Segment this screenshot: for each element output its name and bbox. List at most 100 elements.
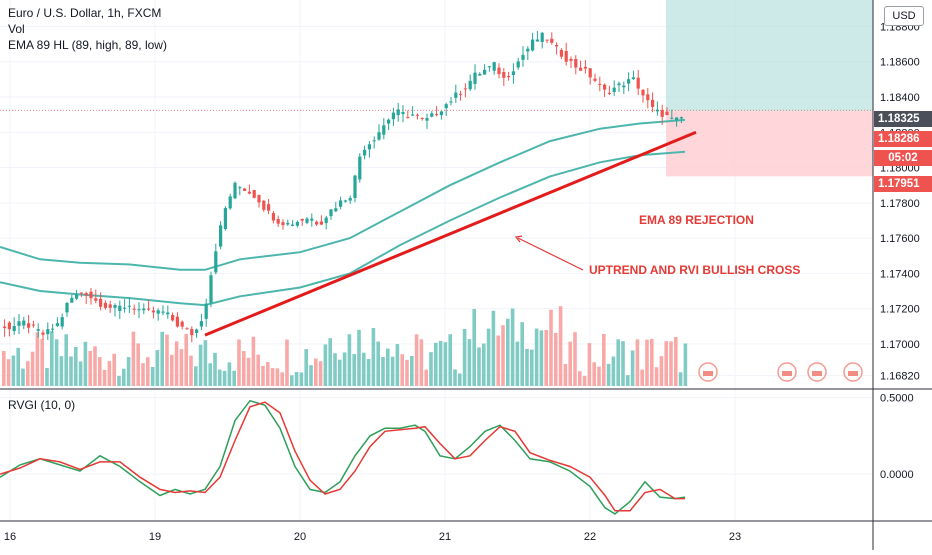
candle-body xyxy=(228,196,232,209)
volume-bar xyxy=(174,341,179,386)
candle-body xyxy=(70,297,74,303)
price-tick-label: 1.18600 xyxy=(880,57,920,69)
rvgi-title[interactable]: RVGI (10, 0) xyxy=(8,398,75,412)
candle-body xyxy=(247,191,251,194)
time-tick-label: 23 xyxy=(729,531,741,543)
volume-bar xyxy=(390,356,395,386)
candle-body xyxy=(156,310,160,314)
currency-badge[interactable]: USD xyxy=(884,6,924,26)
volume-bar xyxy=(587,343,592,386)
volume-bar xyxy=(213,352,217,386)
volume-bar xyxy=(429,352,433,386)
volume-bar xyxy=(453,369,457,386)
symbol-title[interactable]: Euro / U.S. Dollar, 1h, FXCM xyxy=(8,6,162,20)
volume-bar xyxy=(563,363,568,386)
candle-body xyxy=(185,328,189,330)
volume-bar xyxy=(299,372,304,386)
candle-body xyxy=(511,71,515,76)
volume-bar xyxy=(266,362,270,386)
volume-bar xyxy=(21,368,25,386)
event-icon-flag xyxy=(703,371,713,376)
volume-bar xyxy=(275,368,280,386)
candle-body xyxy=(439,111,443,116)
volume-legend[interactable]: Vol xyxy=(8,22,25,36)
candle-body xyxy=(123,307,127,309)
volume-bar xyxy=(645,339,649,386)
volume-bar xyxy=(400,354,404,386)
volume-bar xyxy=(482,343,486,386)
volume-bar xyxy=(227,362,232,386)
volume-bar xyxy=(237,339,241,386)
candle-body xyxy=(483,69,487,75)
candle-body xyxy=(252,190,256,198)
volume-bar xyxy=(328,338,332,386)
volume-bar xyxy=(30,351,35,386)
candle-body xyxy=(430,113,434,117)
candle-body xyxy=(387,119,391,124)
candle-body xyxy=(108,304,112,308)
countdown-tag: 05:02 xyxy=(874,150,932,166)
candle-body xyxy=(166,312,170,315)
volume-bar xyxy=(242,351,246,386)
candle-body xyxy=(281,222,285,226)
volume-bar xyxy=(597,366,601,386)
candle-body xyxy=(3,326,7,328)
volume-bar xyxy=(102,369,107,386)
candle-body xyxy=(175,316,179,327)
volume-bar xyxy=(208,363,212,386)
volume-bar xyxy=(674,337,678,386)
ema-legend[interactable]: EMA 89 HL (89, high, 89, low) xyxy=(8,38,167,52)
time-tick-label: 22 xyxy=(584,531,596,543)
volume-bar xyxy=(496,335,500,386)
candle-body xyxy=(569,58,573,61)
candle-body xyxy=(22,320,26,326)
target-zone xyxy=(666,0,873,112)
candle-body xyxy=(531,39,535,51)
volume-bar xyxy=(333,353,337,386)
volume-bar xyxy=(16,347,20,386)
candle-body xyxy=(99,298,103,307)
candle-body xyxy=(382,125,386,135)
candle-body xyxy=(401,111,405,115)
volume-bar xyxy=(414,334,419,386)
volume-bar xyxy=(438,340,443,386)
candle-body xyxy=(84,293,88,296)
candle-body xyxy=(641,89,645,96)
volume-bar xyxy=(544,329,548,386)
candle-body xyxy=(209,275,213,303)
candle-body xyxy=(391,112,395,120)
volume-bar xyxy=(491,310,496,386)
candle-body xyxy=(679,117,683,119)
candle-body xyxy=(31,324,35,326)
candle-body xyxy=(65,303,69,313)
candle-body xyxy=(555,44,559,47)
candle-body xyxy=(473,72,477,84)
event-icon-flag xyxy=(848,371,858,376)
volume-bar xyxy=(290,375,294,386)
volume-bar xyxy=(304,349,308,386)
volume-bar xyxy=(395,344,400,386)
stop-price-tag: 1.17951 xyxy=(874,176,932,192)
volume-bar xyxy=(93,346,97,386)
volume-bar xyxy=(664,341,668,386)
candle-body xyxy=(675,117,679,121)
volume-bar xyxy=(621,341,625,386)
volume-bar xyxy=(309,365,313,386)
candle-body xyxy=(579,67,583,71)
time-tick-label: 19 xyxy=(149,531,161,543)
volume-bar xyxy=(678,372,683,386)
candle-body xyxy=(497,67,501,75)
volume-bar xyxy=(83,341,88,386)
candle-body xyxy=(79,292,83,294)
rvgi-line xyxy=(0,399,686,515)
candle-body xyxy=(343,200,347,202)
candle-body xyxy=(127,305,131,307)
candle-body xyxy=(276,219,280,224)
candle-body xyxy=(339,200,343,207)
candle-body xyxy=(444,104,448,109)
annotation-arrow-head xyxy=(514,235,523,243)
ema-low-line xyxy=(0,150,686,307)
candle-body xyxy=(60,317,64,327)
